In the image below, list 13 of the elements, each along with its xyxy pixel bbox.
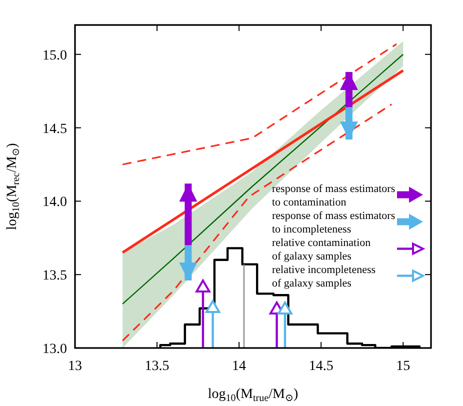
y-tick-label: 13.0 [42, 342, 67, 357]
legend-label: relative incompleteness of galaxy samples [272, 264, 376, 290]
x-tick-label: 15 [396, 359, 410, 374]
x-tick-label: 13 [68, 359, 82, 374]
x-tick-label: 14 [232, 359, 246, 374]
y-tick-label: 14.0 [42, 195, 67, 210]
y-tick-label: 14.5 [42, 122, 67, 137]
x-tick-label: 14.5 [308, 359, 334, 374]
x-axis-title: log$_{10}$(M$_{true}$/M$_{⊙}$) [208, 387, 298, 404]
y-tick-label: 15.0 [42, 48, 67, 64]
line-series [122, 54, 404, 305]
y-tick-label: 13.5 [42, 268, 67, 284]
x-tick-label: 13.5 [144, 359, 170, 374]
